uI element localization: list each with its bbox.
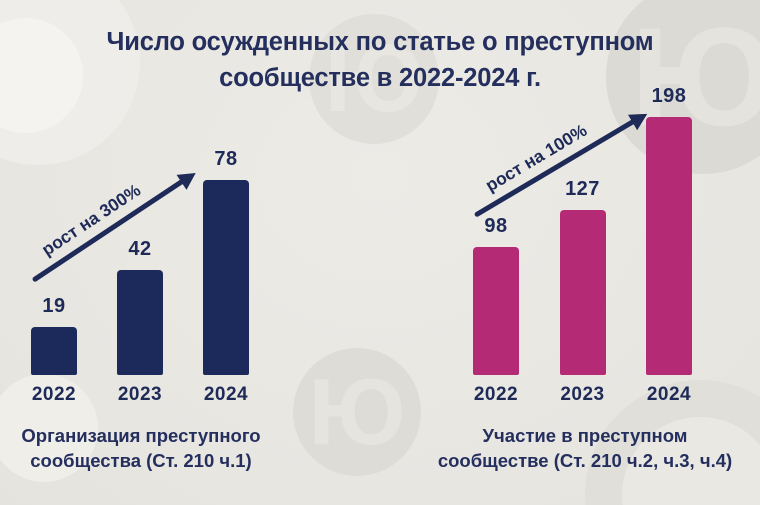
page-title-line: Число осужденных по статье о преступном bbox=[106, 28, 654, 56]
bar-column: 78 2024 bbox=[203, 148, 249, 406]
bar bbox=[31, 327, 77, 375]
bar-value-label: 42 bbox=[128, 238, 152, 260]
caption-line: Участие в преступном bbox=[482, 425, 688, 446]
chart-caption-organization: Организация преступного сообщества (Ст. … bbox=[0, 424, 282, 473]
bar bbox=[473, 247, 519, 375]
bar-year-label: 2022 bbox=[473, 384, 519, 405]
bar bbox=[646, 117, 692, 375]
bar-value-label: 19 bbox=[42, 295, 66, 317]
bar bbox=[559, 210, 606, 375]
watermark-circle: Ю bbox=[309, 14, 439, 144]
bar-year-label: 2024 bbox=[646, 384, 692, 405]
bar-column: 42 2023 bbox=[117, 238, 163, 406]
bar bbox=[203, 180, 249, 375]
bar-value-label: 198 bbox=[651, 85, 687, 107]
bar-value-label: 127 bbox=[565, 178, 600, 200]
bar-year-label: 2024 bbox=[203, 384, 249, 405]
bar-year-label: 2023 bbox=[560, 384, 605, 405]
bar-column: 98 2022 bbox=[473, 215, 519, 406]
bar-column: 19 2022 bbox=[31, 295, 77, 406]
bar-chart-participation: 98 2022 127 2023 198 2024 bbox=[473, 85, 692, 406]
page-title-line: сообществе в 2022-2024 г. bbox=[219, 64, 541, 92]
caption-line: Организация преступного bbox=[21, 425, 261, 446]
bar bbox=[117, 270, 163, 375]
bar-year-label: 2022 bbox=[31, 384, 77, 405]
watermark-logo-yu-icon: Ю bbox=[308, 359, 406, 464]
bar-column: 198 2024 bbox=[646, 85, 692, 406]
caption-line: сообщества (Ст. 210 ч.1) bbox=[30, 449, 252, 471]
bar-chart-organization: 19 2022 42 2023 78 2024 bbox=[31, 148, 249, 406]
watermark-circle bbox=[0, 374, 98, 482]
bar-year-label: 2023 bbox=[117, 384, 163, 405]
bar-value-label: 98 bbox=[484, 215, 508, 237]
chart-caption-participation: Участие в преступном сообществе (Ст. 210… bbox=[424, 424, 746, 473]
page-title: Число осужденных по статье о преступном … bbox=[0, 24, 760, 96]
watermark-logo-yu-icon: Ю bbox=[324, 25, 424, 132]
watermark-circle: Ю bbox=[293, 348, 421, 476]
caption-line: сообществе (Ст. 210 ч.2, ч.3, ч.4) bbox=[437, 449, 733, 471]
bar-column: 127 2023 bbox=[559, 178, 606, 406]
bar-value-label: 78 bbox=[214, 148, 238, 170]
